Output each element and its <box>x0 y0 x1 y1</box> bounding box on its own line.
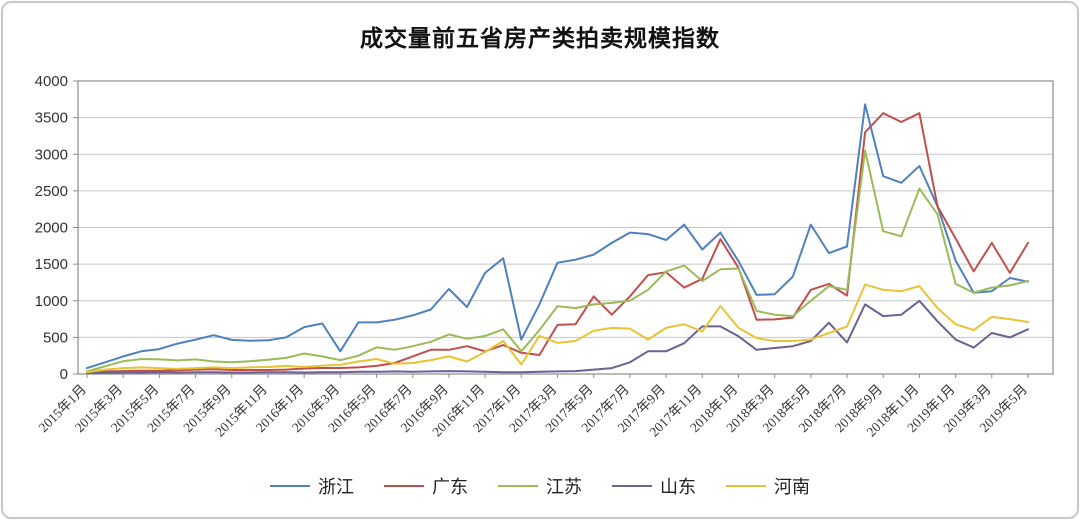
y-axis-label: 500 <box>43 329 68 346</box>
y-axis-label: 3000 <box>35 146 68 163</box>
legend-swatch-guangdong <box>384 485 424 487</box>
chart-legend: 浙江 广东 江苏 山东 河南 <box>3 473 1077 499</box>
y-axis-label: 0 <box>60 366 68 383</box>
plot-border <box>77 80 1054 375</box>
legend-item-guangdong: 广东 <box>384 473 468 499</box>
legend-label: 山东 <box>660 477 696 497</box>
legend-label: 浙江 <box>318 477 354 497</box>
line-chart-plot: 050010001500200025003000350040002015年1月2… <box>35 73 1054 439</box>
y-axis-label: 3500 <box>35 110 68 127</box>
legend-item-jiangsu: 江苏 <box>498 473 582 499</box>
y-axis-label: 2000 <box>35 220 68 237</box>
legend-label: 广东 <box>432 477 468 497</box>
series-line-henan <box>86 283 1029 374</box>
legend-item-shandong: 山东 <box>612 473 696 499</box>
series-line-jiangsu <box>86 149 1029 373</box>
series-line-shandong <box>86 299 1029 375</box>
legend-swatch-zhejiang <box>270 485 310 487</box>
legend-swatch-shandong <box>612 485 652 487</box>
legend-item-henan: 河南 <box>726 473 810 499</box>
legend-label: 江苏 <box>546 477 582 497</box>
series-line-guangdong <box>86 112 1029 374</box>
y-axis-label: 4000 <box>35 73 68 90</box>
y-axis-label: 1500 <box>35 256 68 273</box>
legend-swatch-henan <box>726 485 766 487</box>
legend-label: 河南 <box>774 477 810 497</box>
chart-title: 成交量前五省房产类拍卖规模指数 <box>360 26 720 51</box>
series-line-zhejiang <box>86 103 1029 370</box>
legend-item-zhejiang: 浙江 <box>270 473 354 499</box>
y-axis-label: 2500 <box>35 183 68 200</box>
legend-swatch-jiangsu <box>498 485 538 487</box>
y-axis-label: 1000 <box>35 293 68 310</box>
